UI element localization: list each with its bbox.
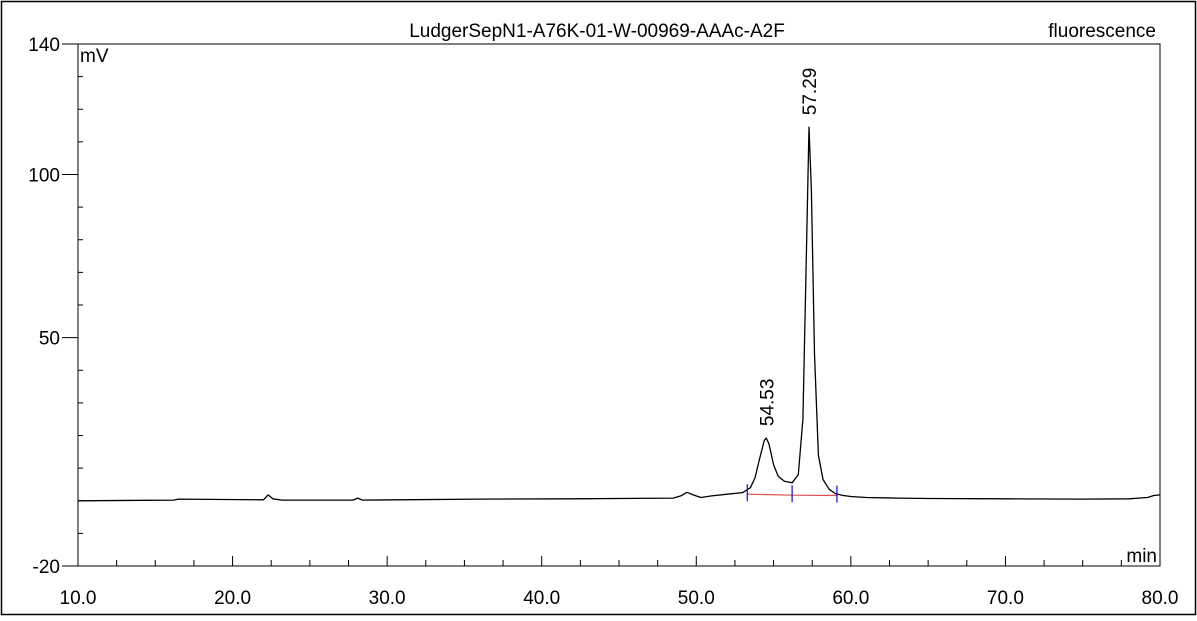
signal-trace bbox=[77, 126, 1161, 502]
x-tick-label: 50.0 bbox=[678, 588, 715, 609]
y-tick-label: 50 bbox=[39, 329, 60, 350]
y-tick-label: 140 bbox=[28, 35, 60, 56]
x-axis: 10.0 20.0 30.0 40.0 50.0 60.0 70.0 80.0 bbox=[60, 556, 1179, 609]
plot-area: 54.53 57.29 bbox=[77, 68, 1161, 503]
x-tick-label: 70.0 bbox=[987, 588, 1024, 609]
chart-title: LudgerSepN1-A76K-01-W-00969-AAAc-A2F bbox=[409, 21, 785, 42]
peak-label: 54.53 bbox=[757, 379, 778, 427]
x-tick-label: 20.0 bbox=[214, 588, 251, 609]
y-axis: -20 50 100 140 bbox=[28, 35, 83, 578]
x-tick-label: 60.0 bbox=[832, 588, 869, 609]
x-axis-label: min bbox=[1126, 546, 1157, 567]
x-tick-label: 80.0 bbox=[1142, 588, 1179, 609]
peak-label: 57.29 bbox=[800, 68, 821, 116]
plot-frame bbox=[77, 43, 1161, 567]
y-axis-label: mV bbox=[80, 46, 109, 67]
y-tick-label: -20 bbox=[33, 557, 60, 578]
x-tick-label: 10.0 bbox=[60, 588, 97, 609]
y-tick-label: 100 bbox=[28, 166, 60, 187]
x-tick-label: 30.0 bbox=[369, 588, 406, 609]
channel-label: fluorescence bbox=[1048, 21, 1156, 42]
x-tick-label: 40.0 bbox=[523, 588, 560, 609]
